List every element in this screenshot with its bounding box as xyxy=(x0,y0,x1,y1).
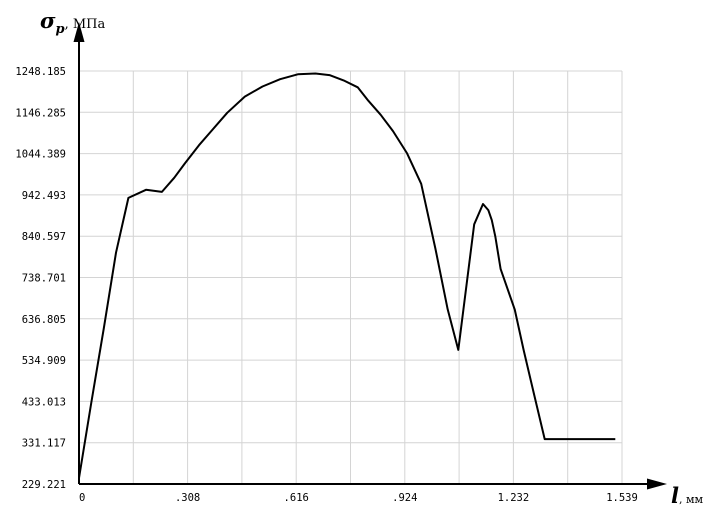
x-tick-label: 0 xyxy=(79,492,85,504)
y-axis-subscript: p xyxy=(55,22,64,37)
x-tick-label: .924 xyxy=(392,492,417,504)
y-tick-label: 1146.285 xyxy=(15,107,66,119)
y-tick-labels: 229.221 331.117 433.013 534.909 636.805 738.7… xyxy=(15,66,66,491)
x-tick-label: .616 xyxy=(284,492,309,504)
y-axis-symbol: σ xyxy=(40,8,56,33)
x-axis-arrow xyxy=(647,478,667,490)
y-tick-label: 942.493 xyxy=(22,190,66,202)
x-tick-label: 1.232 xyxy=(498,492,530,504)
y-tick-label: 636.805 xyxy=(22,314,66,326)
x-tick-labels: 0 .308 .616 .924 1.232 1.539 xyxy=(79,492,638,504)
series-line xyxy=(78,72,616,479)
y-tick-label: 534.909 xyxy=(22,355,66,367)
y-tick-label: 840.597 xyxy=(22,231,66,243)
y-tick-label: 229.221 xyxy=(22,479,66,491)
x-tick-label: .308 xyxy=(175,492,200,504)
y-tick-label: 331.117 xyxy=(22,438,66,450)
x-axis-unit: , мм xyxy=(679,493,704,506)
y-axis-unit: , МПа xyxy=(65,17,106,32)
grid xyxy=(79,70,623,484)
x-axis-title: l, мм xyxy=(671,483,704,508)
y-tick-label: 1044.389 xyxy=(15,149,66,161)
y-axis-arrow xyxy=(73,22,85,42)
y-tick-label: 433.013 xyxy=(22,396,66,408)
y-tick-label: 738.701 xyxy=(22,273,66,285)
y-axis-title: σp, МПа xyxy=(40,8,105,37)
x-axis-symbol: l xyxy=(671,483,679,508)
y-tick-label: 1248.185 xyxy=(15,66,66,78)
x-tick-label: 1.539 xyxy=(606,492,638,504)
